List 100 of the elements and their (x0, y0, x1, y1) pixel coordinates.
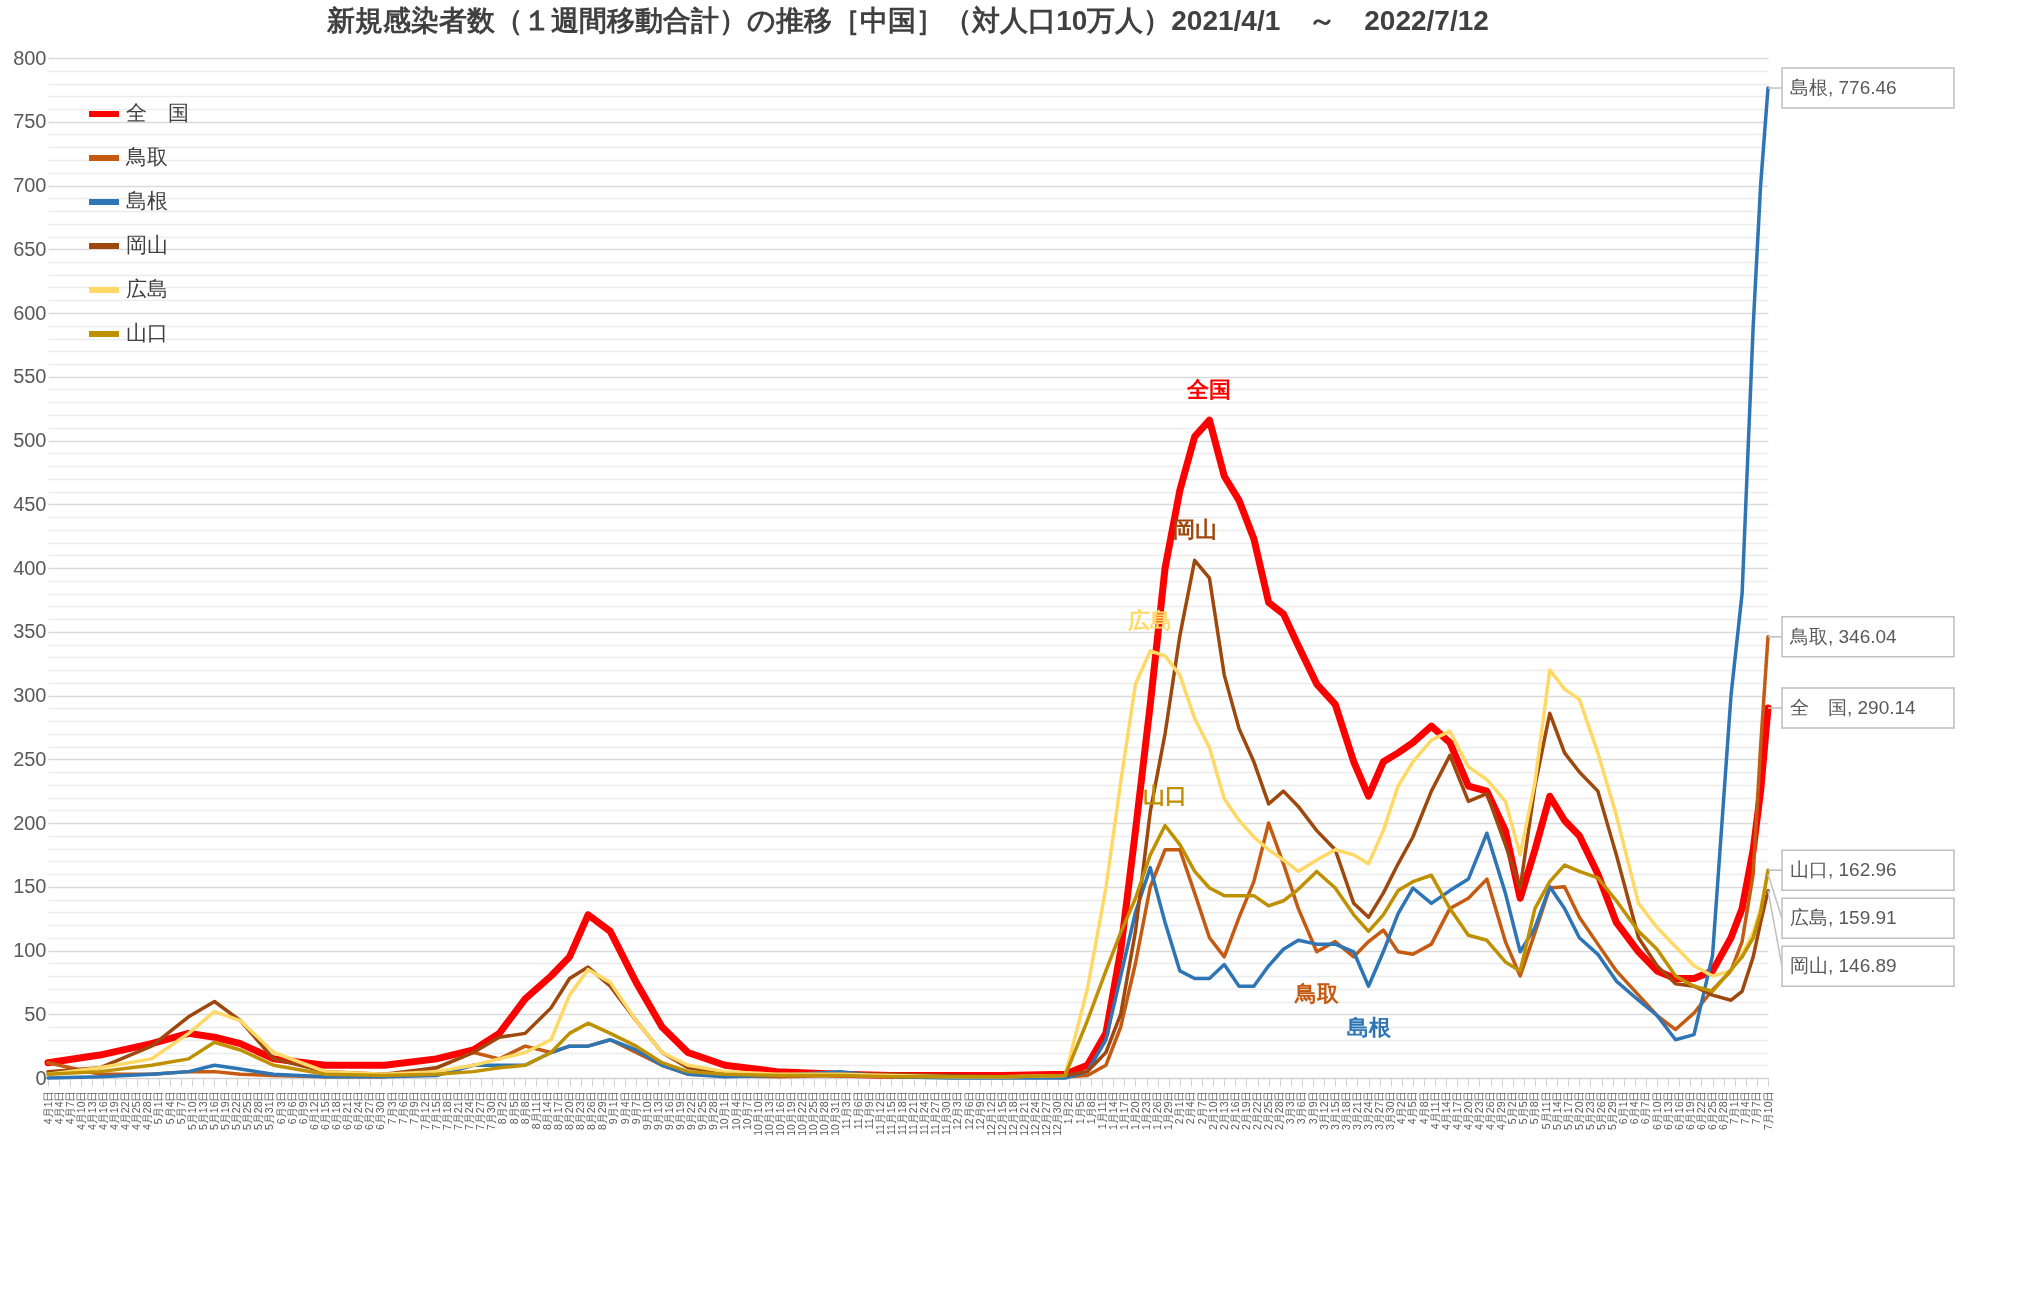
x-tick-label: 5月4日 (163, 1090, 176, 1125)
x-tick-label: 4月29日 (1495, 1090, 1508, 1131)
x-tick-label: 3月27日 (1373, 1090, 1386, 1131)
x-tick-label: 2月7日 (1195, 1090, 1208, 1125)
x-tick-label: 1月2日 (1062, 1090, 1075, 1125)
x-tick-label: 6月6日 (285, 1090, 298, 1125)
x-tick-label: 4月5日 (1406, 1090, 1419, 1125)
x-tick-label: 8月29日 (596, 1090, 609, 1131)
x-tick-label: 6月10日 (1650, 1090, 1663, 1131)
x-tick-label: 10月10日 (751, 1090, 764, 1136)
x-tick-label: 6月27日 (363, 1090, 376, 1131)
x-tick-label: 10月22日 (796, 1090, 809, 1136)
x-tick-label: 4月14日 (1439, 1090, 1452, 1131)
y-tick-label: 150 (13, 875, 47, 898)
x-tick-label: 11月27日 (929, 1090, 942, 1136)
x-tick-label: 4月26日 (1484, 1090, 1497, 1131)
x-tick-label: 12月12日 (984, 1090, 997, 1136)
legend-label: 全 国 (126, 101, 189, 124)
y-tick-label: 400 (13, 556, 47, 579)
x-tick-label: 9月19日 (674, 1090, 687, 1131)
x-tick-label: 5月22日 (230, 1090, 243, 1131)
x-tick-label: 5月13日 (196, 1090, 209, 1131)
data-label: 全 国, 290.14 (1790, 697, 1917, 719)
y-tick-label: 0 (35, 1066, 47, 1089)
x-tick-label: 1月23日 (1140, 1090, 1153, 1131)
x-tick-label: 9月28日 (707, 1090, 720, 1131)
x-tick-label: 6月30日 (374, 1090, 387, 1131)
x-tick-label: 11月6日 (851, 1090, 864, 1130)
x-tick-label: 3月18日 (1339, 1090, 1352, 1131)
x-tick-label: 11月12日 (873, 1090, 886, 1136)
x-tick-label: 1月20日 (1128, 1090, 1141, 1131)
x-tick-label: 10月25日 (807, 1090, 820, 1136)
x-tick-label: 3月9日 (1306, 1090, 1319, 1125)
annotation: 全国 (1186, 377, 1232, 403)
x-tick-label: 6月25日 (1706, 1090, 1719, 1131)
x-tick-label: 12月21日 (1018, 1090, 1031, 1136)
x-tick-label: 6月28日 (1717, 1090, 1730, 1131)
y-tick-label: 750 (13, 110, 47, 133)
x-tick-label: 4月11日 (1428, 1090, 1441, 1130)
x-tick-label: 6月16日 (1672, 1090, 1685, 1131)
x-tick-label: 5月28日 (252, 1090, 265, 1131)
annotation: 島根 (1346, 1015, 1392, 1041)
x-tick-label: 11月3日 (840, 1090, 853, 1130)
x-tick-label: 3月3日 (1284, 1090, 1297, 1125)
y-tick-label: 200 (13, 811, 47, 834)
x-tick-label: 12月3日 (951, 1090, 964, 1131)
x-tick-label: 8月5日 (507, 1090, 520, 1125)
x-tick-label: 7月12日 (418, 1090, 431, 1131)
x-tick-label: 7月7日 (1750, 1090, 1763, 1125)
x-tick-label: 5月10日 (185, 1090, 198, 1131)
x-tick-label: 8月17日 (551, 1090, 564, 1131)
x-tick-label: 9月13日 (651, 1090, 664, 1131)
x-tick-label: 9月10日 (640, 1090, 653, 1131)
x-tick-label: 7月10日 (1761, 1090, 1774, 1131)
x-tick-label: 5月19日 (219, 1090, 232, 1131)
x-tick-label: 7月27日 (474, 1090, 487, 1131)
x-tick-label: 6月18日 (330, 1090, 343, 1131)
y-tick-label: 800 (13, 46, 47, 69)
x-tick-label: 8月14日 (540, 1090, 553, 1131)
x-tick-label: 2月1日 (1173, 1090, 1186, 1125)
x-tick-label: 2月22日 (1251, 1090, 1264, 1131)
x-tick-label: 1月8日 (1084, 1090, 1097, 1125)
x-tick-label: 5月1日 (152, 1090, 165, 1125)
x-tick-label: 6月4日 (1628, 1090, 1641, 1125)
x-tick-label: 8月23日 (574, 1090, 587, 1131)
x-tick-label: 10月1日 (718, 1090, 731, 1131)
data-label: 山口, 162.96 (1790, 859, 1897, 881)
x-tick-label: 6月24日 (352, 1090, 365, 1131)
x-tick-label: 2月28日 (1273, 1090, 1286, 1131)
x-tick-label: 12月30日 (1051, 1090, 1064, 1136)
x-tick-label: 6月19日 (1683, 1090, 1696, 1131)
x-tick-label: 4月17日 (1450, 1090, 1463, 1131)
x-tick-label: 12月24日 (1029, 1090, 1042, 1136)
x-tick-label: 9月22日 (685, 1090, 698, 1131)
x-tick-label: 10月19日 (784, 1090, 797, 1136)
x-tick-label: 4月10日 (74, 1090, 87, 1131)
x-tick-label: 7月24日 (463, 1090, 476, 1131)
x-tick-label: 4月2日 (1395, 1090, 1408, 1125)
x-tick-label: 12月6日 (962, 1090, 975, 1131)
y-tick-label: 650 (13, 237, 47, 260)
x-tick-label: 8月20日 (563, 1090, 576, 1131)
x-tick-label: 6月21日 (341, 1090, 354, 1131)
x-tick-label: 6月22日 (1694, 1090, 1707, 1131)
x-tick-label: 4月25日 (130, 1090, 143, 1131)
x-tick-label: 5月23日 (1583, 1090, 1596, 1131)
x-tick-label: 4月23日 (1472, 1090, 1485, 1131)
x-tick-label: 8月2日 (496, 1090, 509, 1125)
y-tick-label: 550 (13, 365, 47, 388)
x-tick-label: 5月8日 (1528, 1090, 1541, 1125)
x-tick-label: 1月29日 (1162, 1090, 1175, 1131)
x-tick-label: 1月26日 (1151, 1090, 1164, 1131)
x-tick-label: 11月15日 (884, 1090, 897, 1136)
x-tick-label: 4月19日 (108, 1090, 121, 1131)
x-tick-label: 11月24日 (918, 1090, 931, 1136)
x-tick-label: 7月4日 (1739, 1090, 1752, 1125)
x-tick-label: 10月4日 (729, 1090, 742, 1131)
x-tick-label: 6月3日 (274, 1090, 287, 1125)
x-tick-label: 7月3日 (385, 1090, 398, 1125)
x-tick-label: 11月9日 (862, 1090, 875, 1130)
y-tick-label: 100 (13, 939, 47, 961)
